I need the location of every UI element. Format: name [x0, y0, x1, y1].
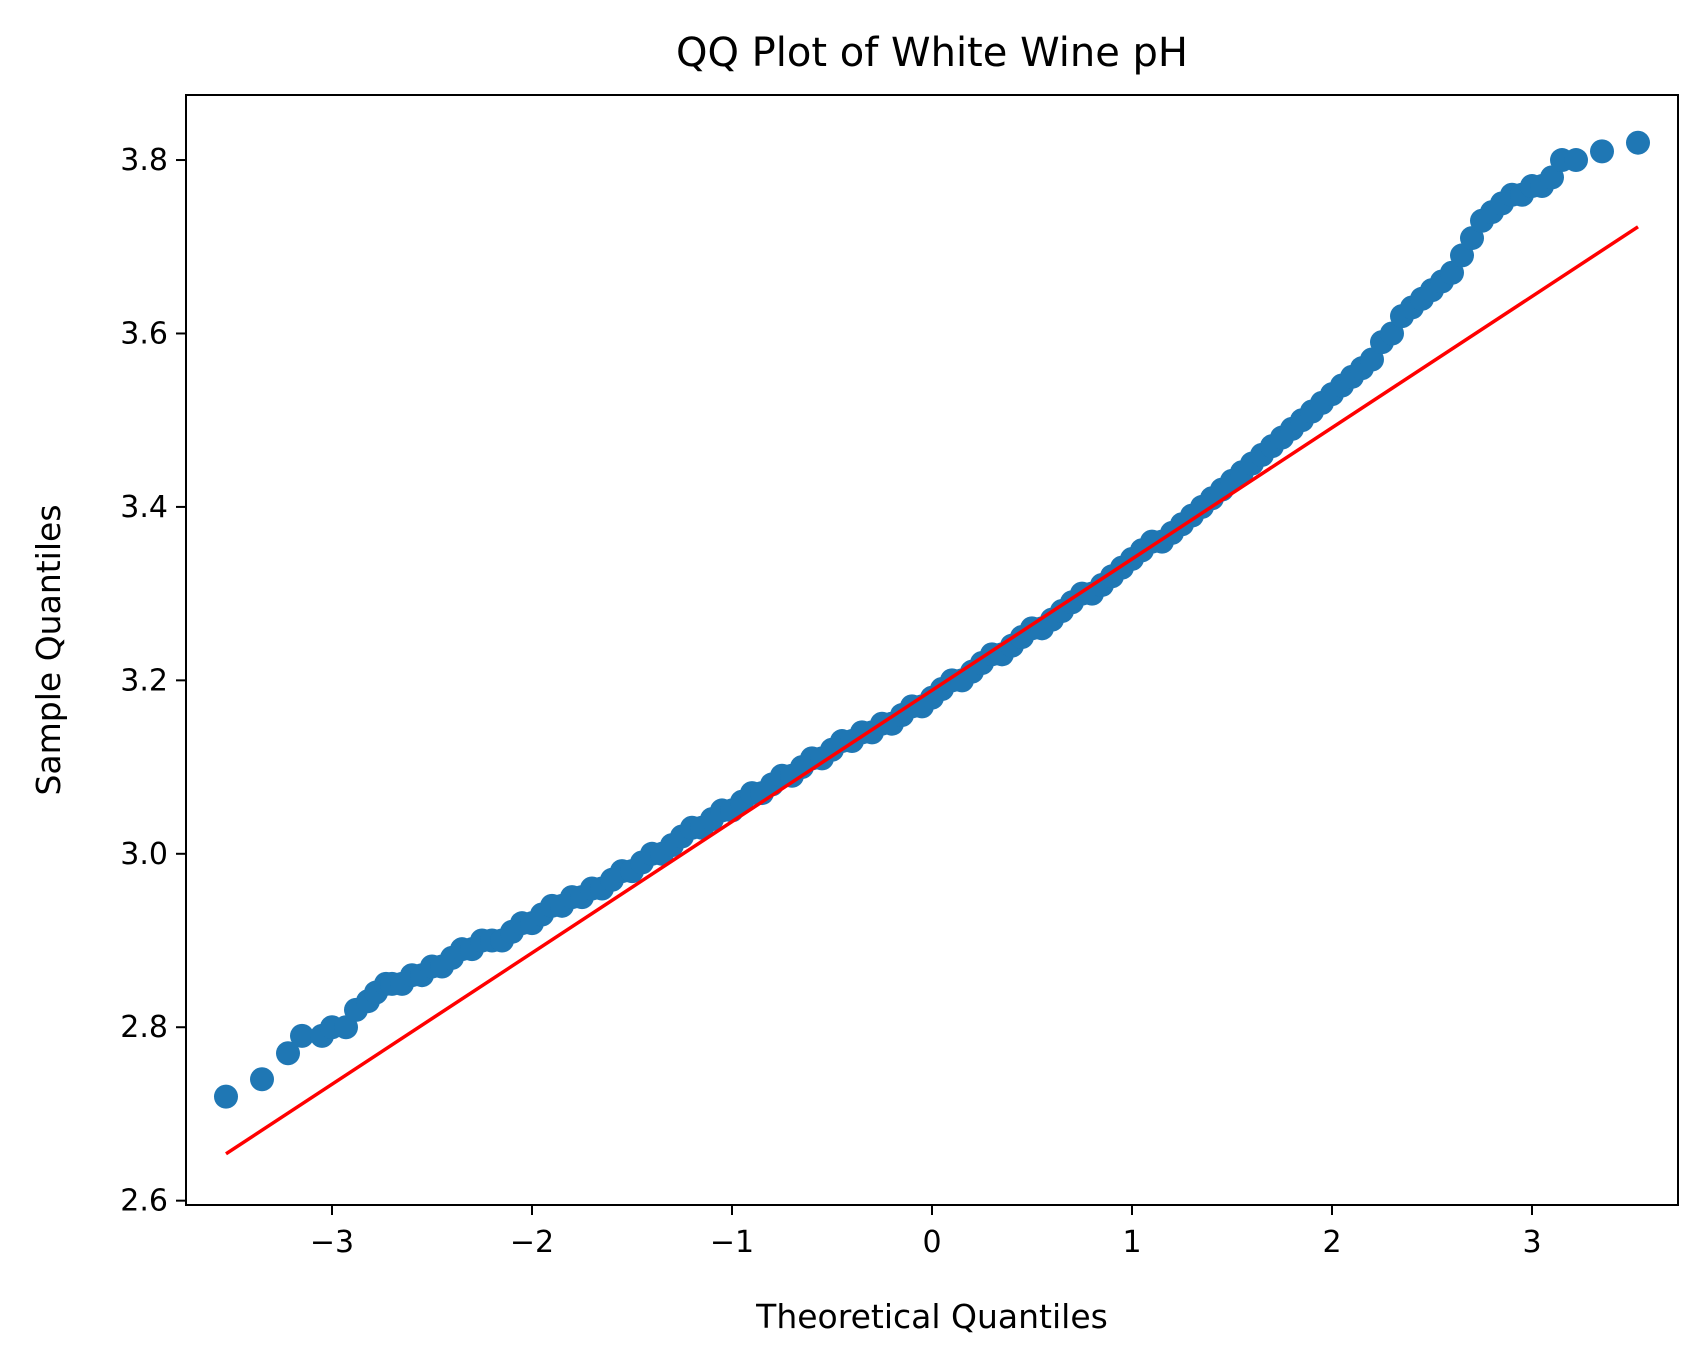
qq-point — [1450, 243, 1474, 268]
x-tick-label: −1 — [710, 1225, 754, 1260]
x-tick-label: −2 — [510, 1225, 554, 1260]
qq-point — [1460, 226, 1484, 251]
reference-line — [225, 225, 1639, 1156]
x-tick-label: −3 — [310, 1225, 354, 1260]
qq-point — [214, 1084, 238, 1109]
qq-point — [276, 1041, 300, 1066]
qq-point — [290, 1023, 314, 1048]
ticks-layer: −3 −2 −1 0 1 2 3 2.6 2.8 3.0 3.2 3.4 3.6 3.8 — [120, 143, 1541, 1260]
qq-point — [250, 1067, 274, 1092]
x-tick-label: 2 — [1322, 1225, 1341, 1260]
x-tick-label: 1 — [1122, 1225, 1141, 1260]
plot-frame — [185, 94, 1679, 1206]
y-tick-label: 3.4 — [120, 490, 168, 525]
y-tick-label: 2.8 — [120, 1010, 168, 1045]
y-axis-label: Sample Quantiles — [29, 504, 68, 795]
y-tick-label: 2.6 — [120, 1184, 168, 1219]
qq-point — [1626, 130, 1650, 155]
qq-point — [1564, 148, 1588, 173]
qq-point — [1380, 321, 1404, 346]
y-tick-label: 3.6 — [120, 316, 168, 351]
qq-point — [1360, 347, 1384, 372]
x-tick-label: 0 — [922, 1225, 941, 1260]
y-tick-label: 3.8 — [120, 143, 168, 178]
chart-title: QQ Plot of White Wine pH — [676, 30, 1188, 76]
x-axis-label: Theoretical Quantiles — [755, 1297, 1108, 1336]
y-tick-label: 3.2 — [120, 663, 168, 698]
qq-point — [1590, 139, 1614, 164]
qq-point — [1440, 260, 1464, 285]
x-tick-label: 3 — [1522, 1225, 1541, 1260]
series-layer — [214, 130, 1650, 1156]
qq-point — [334, 1015, 358, 1040]
y-tick-label: 3.0 — [120, 837, 168, 872]
qq-point — [1540, 165, 1564, 190]
